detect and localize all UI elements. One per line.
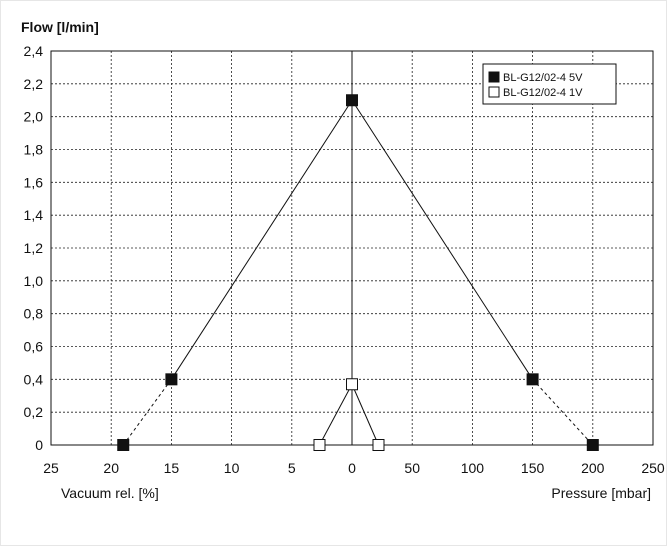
data-point-marker bbox=[346, 94, 358, 107]
legend-marker bbox=[488, 86, 500, 98]
y-tick-label: 1,2 bbox=[24, 240, 44, 256]
x-tick-label: 150 bbox=[521, 460, 545, 476]
y-tick-label: 1,8 bbox=[24, 142, 44, 158]
legend-entry-label: BL-G12/02-4 1V bbox=[503, 87, 583, 99]
x-tick-label: 15 bbox=[164, 460, 180, 476]
y-tick-label: 0,8 bbox=[24, 306, 44, 322]
x-tick-label: 10 bbox=[224, 460, 240, 476]
y-tick-label: 2,2 bbox=[24, 76, 44, 92]
y-tick-label: 1,6 bbox=[24, 174, 44, 190]
series-layer bbox=[117, 94, 599, 451]
axis-layer: 0 0,2 0,4 0,6 0,8 1,0 1,2 1,4 1,6 1,8 2,0 2,2 2,4 25 2… bbox=[24, 43, 665, 476]
legend: BL-G12/02-4 5V BL-G12/02-4 1V bbox=[482, 63, 617, 105]
chart-title: Flow [l/min] bbox=[21, 19, 99, 35]
series-line-segment bbox=[532, 378, 594, 446]
x-tick-label: 0 bbox=[348, 460, 356, 476]
data-point-marker bbox=[346, 378, 358, 391]
x-tick-label: 5 bbox=[288, 460, 296, 476]
y-tick-label: 1,0 bbox=[24, 273, 44, 289]
data-point-marker bbox=[372, 439, 385, 451]
x-tick-label: 50 bbox=[404, 460, 420, 476]
data-point-marker bbox=[313, 439, 326, 451]
series-line-segment bbox=[122, 379, 172, 446]
x-axis-label-pressure: Pressure [mbar] bbox=[551, 485, 651, 501]
y-tick-label: 2,4 bbox=[24, 43, 44, 59]
legend-marker bbox=[488, 71, 500, 83]
series-line-segment bbox=[351, 384, 379, 446]
series-line-segment bbox=[351, 99, 534, 380]
series-line-segment bbox=[170, 99, 353, 380]
data-point-marker bbox=[586, 439, 599, 451]
y-tick-label: 0,6 bbox=[24, 339, 44, 355]
x-tick-label: 20 bbox=[103, 460, 119, 476]
x-tick-label: 250 bbox=[641, 460, 665, 476]
series-line-segment bbox=[319, 384, 353, 446]
y-tick-label: 0 bbox=[35, 437, 43, 453]
x-tick-label: 200 bbox=[581, 460, 605, 476]
y-tick-label: 0,2 bbox=[24, 404, 44, 420]
x-axis-label-vacuum: Vacuum rel. [%] bbox=[61, 485, 159, 501]
x-tick-label: 100 bbox=[461, 460, 485, 476]
legend-entry-label: BL-G12/02-4 5V bbox=[503, 72, 583, 84]
y-tick-label: 1,4 bbox=[24, 207, 44, 223]
data-point-marker bbox=[526, 373, 539, 386]
legend-box bbox=[482, 63, 617, 105]
x-tick-label: 25 bbox=[43, 460, 59, 476]
data-point-marker bbox=[165, 373, 178, 386]
y-tick-label: 2,0 bbox=[24, 109, 44, 125]
y-tick-label: 0,4 bbox=[24, 371, 44, 387]
data-point-marker bbox=[117, 439, 130, 451]
